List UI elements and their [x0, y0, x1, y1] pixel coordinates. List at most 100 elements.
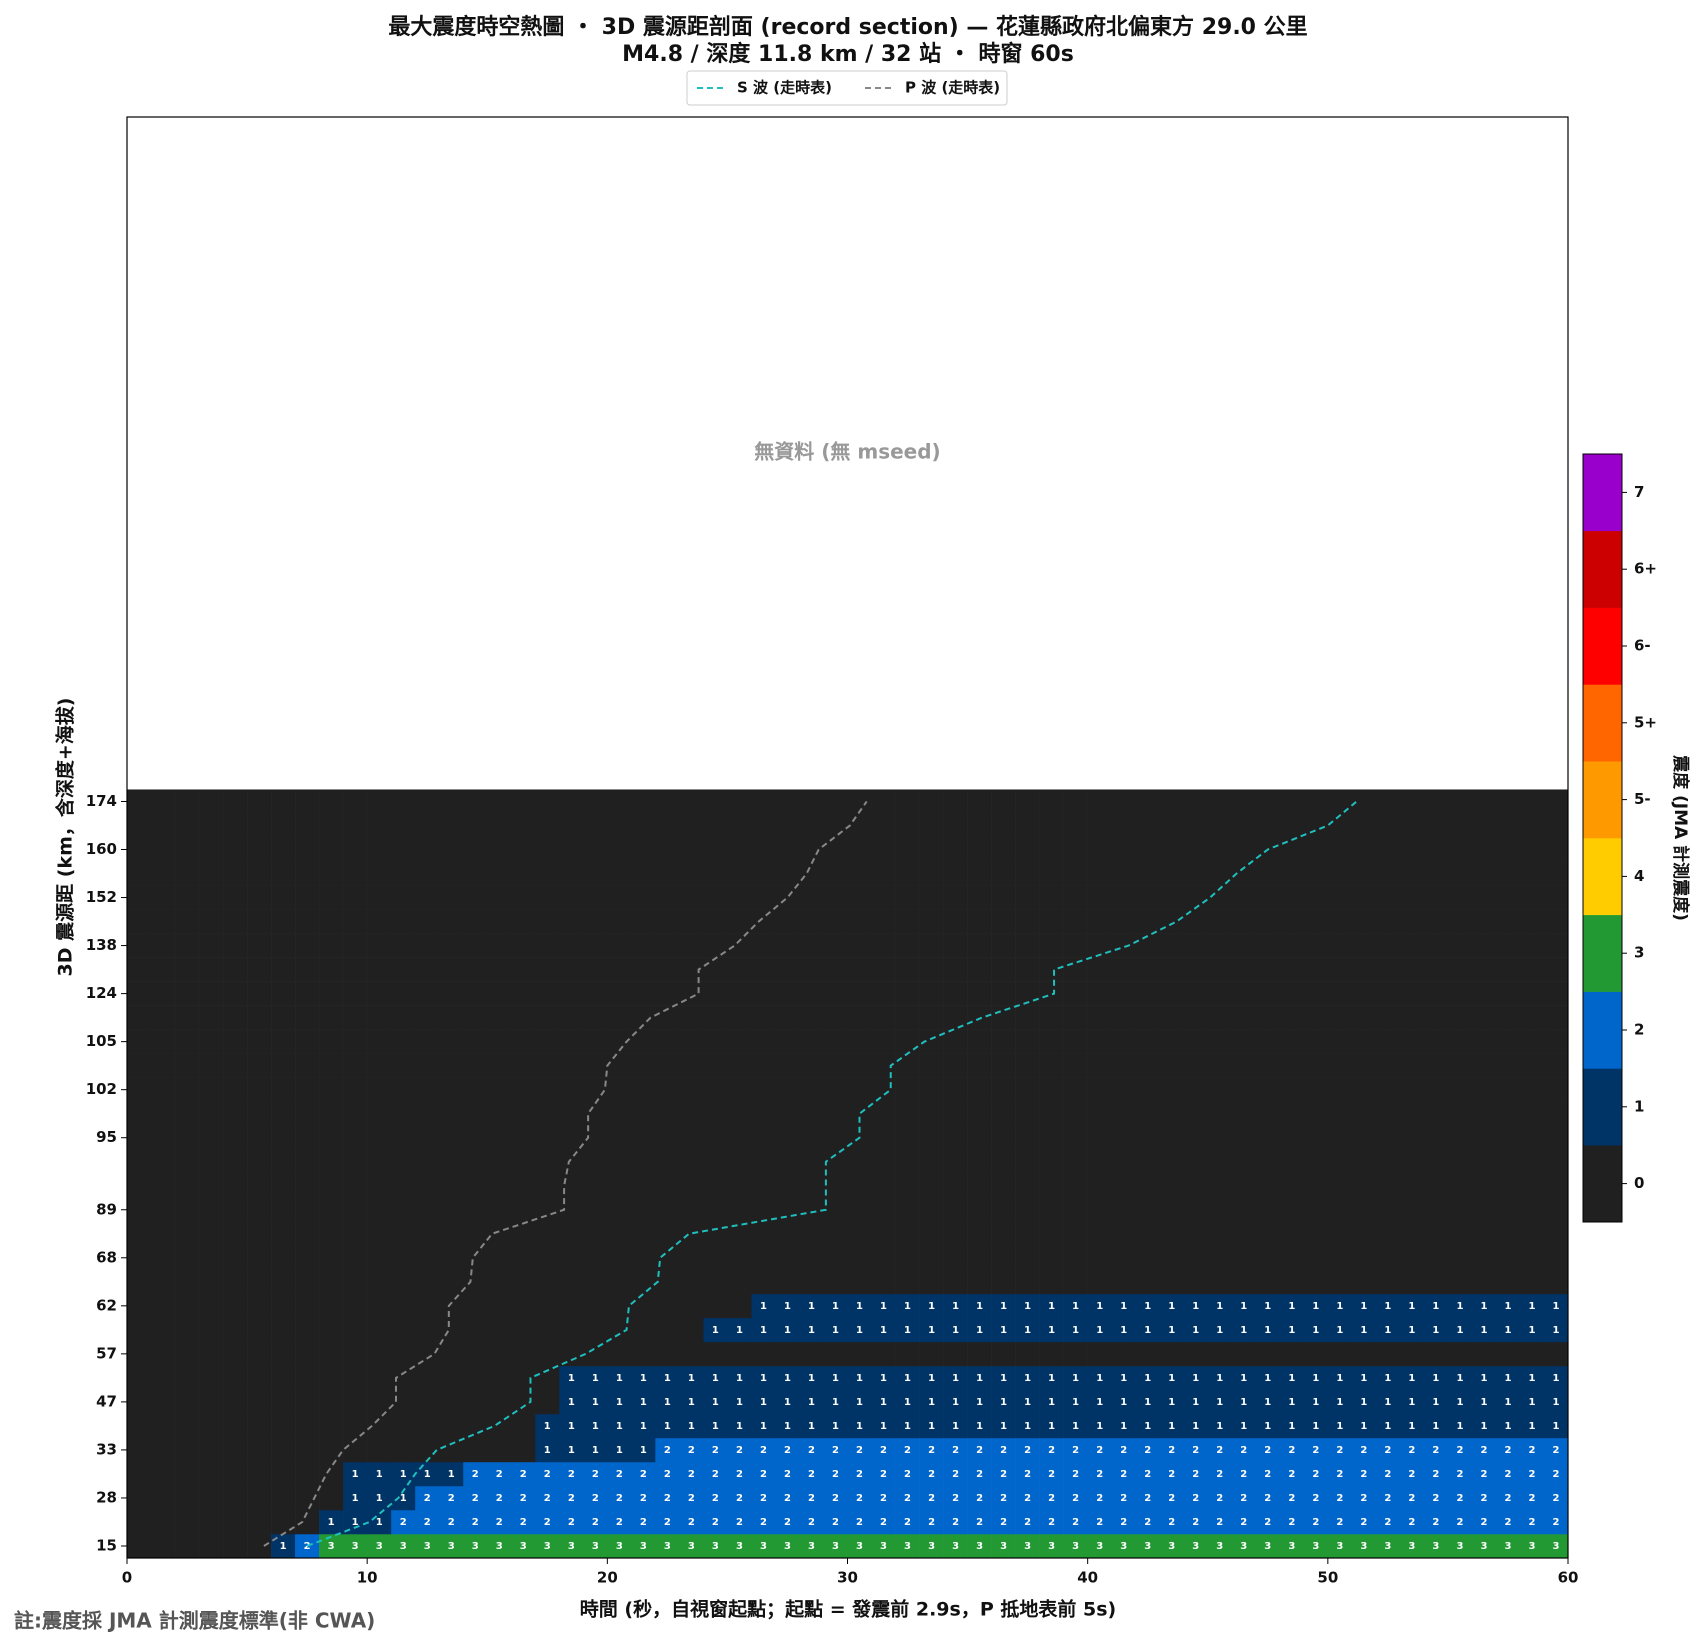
cell-label: 2 [1120, 1493, 1127, 1504]
heatmap-cell [1279, 789, 1305, 814]
cell-label: 2 [808, 1469, 815, 1480]
heatmap-cell [1063, 885, 1088, 910]
cell-label: 1 [712, 1421, 719, 1432]
heatmap-cell [799, 1341, 824, 1367]
heatmap-cell [271, 1437, 296, 1463]
heatmap-cell [559, 1533, 584, 1559]
heatmap-cell [1279, 1461, 1305, 1487]
heatmap-cell [415, 1173, 440, 1199]
heatmap-cell [223, 1341, 248, 1367]
heatmap-cell [1159, 1245, 1185, 1271]
heatmap-cell [1519, 1293, 1545, 1319]
heatmap-cell [223, 1389, 248, 1415]
heatmap-cell [271, 1269, 296, 1295]
heatmap-cell [559, 1245, 584, 1271]
heatmap-cell [271, 1365, 296, 1391]
heatmap-cell [991, 1029, 1016, 1054]
heatmap-cell [199, 1077, 224, 1102]
heatmap-cell [1087, 1125, 1112, 1151]
heatmap-cell [223, 957, 248, 982]
heatmap-cell [1495, 1005, 1521, 1030]
heatmap-cell [1015, 909, 1040, 934]
heatmap-cell [1015, 1101, 1040, 1126]
heatmap-cell [1543, 1005, 1569, 1030]
heatmap-cell [1135, 1317, 1161, 1343]
cell-label: 3 [832, 1541, 839, 1552]
cell-label: 2 [1264, 1469, 1271, 1480]
heatmap-cell [895, 981, 920, 1006]
heatmap-cell [343, 933, 368, 958]
heatmap-cell [1303, 1101, 1329, 1126]
heatmap-cell [1399, 933, 1425, 958]
heatmap-cell [583, 1149, 608, 1175]
heatmap-cell [1471, 837, 1497, 862]
heatmap-cell [1111, 981, 1136, 1006]
heatmap-cell [1471, 1341, 1497, 1367]
heatmap-cell [1063, 1005, 1088, 1030]
heatmap-cell [127, 1509, 152, 1535]
heatmap-cell [727, 1437, 752, 1463]
cell-label: 2 [1240, 1493, 1247, 1504]
cell-label: 1 [904, 1421, 911, 1432]
heatmap-cell [871, 1221, 896, 1247]
heatmap-cell [1279, 885, 1305, 910]
heatmap-cell [583, 957, 608, 982]
heatmap-cell [751, 909, 776, 934]
heatmap-cell [1351, 789, 1377, 814]
heatmap-cell [271, 933, 296, 958]
heatmap-cell [1519, 837, 1545, 862]
heatmap-cell [847, 957, 872, 982]
heatmap-cell [511, 1269, 536, 1295]
heatmap-cell [487, 789, 512, 814]
heatmap-cell [1063, 1365, 1088, 1391]
cell-label: 2 [568, 1493, 575, 1504]
cell-label: 3 [1432, 1541, 1439, 1552]
heatmap-cell [223, 1437, 248, 1463]
heatmap-cell [511, 1245, 536, 1271]
heatmap-cell [199, 1533, 224, 1559]
heatmap-cell [1471, 1149, 1497, 1175]
heatmap-cell [439, 981, 464, 1006]
cell-label: 2 [304, 1541, 311, 1552]
heatmap-cell [391, 1053, 416, 1078]
heatmap-cell [703, 1365, 728, 1391]
heatmap-cell [1063, 1101, 1088, 1126]
travel-time-line [306, 800, 1358, 1547]
heatmap-cell [1111, 1485, 1136, 1511]
heatmap-cell [1471, 1221, 1497, 1247]
heatmap-cell [607, 981, 632, 1006]
heatmap-cell [727, 1101, 752, 1126]
heatmap-cell [127, 1077, 152, 1102]
heatmap-cell [751, 1125, 776, 1151]
heatmap-cell [343, 885, 368, 910]
heatmap-cell [391, 885, 416, 910]
heatmap-cell [1471, 1461, 1497, 1487]
heatmap-cell [1543, 933, 1569, 958]
heatmap-cell [991, 789, 1016, 814]
heatmap-cell [1231, 1437, 1257, 1463]
cell-label: 1 [760, 1325, 767, 1336]
heatmap-cell [991, 1101, 1016, 1126]
cell-label: 2 [856, 1469, 863, 1480]
heatmap-cell [247, 789, 272, 814]
heatmap-cell [607, 1389, 632, 1415]
cell-label: 3 [1312, 1541, 1319, 1552]
heatmap-cell [655, 1029, 680, 1054]
heatmap-cell [607, 1197, 632, 1223]
heatmap-cell [1255, 1533, 1281, 1559]
heatmap-cell [1159, 1341, 1185, 1367]
heatmap-cell [1039, 957, 1064, 982]
heatmap-cell [1183, 1053, 1209, 1078]
heatmap-cell [1327, 1149, 1353, 1175]
heatmap-cell [511, 1533, 536, 1559]
heatmap-cell [967, 1389, 992, 1415]
cell-label: 3 [1000, 1541, 1007, 1552]
cell-label: 2 [1553, 1469, 1560, 1480]
heatmap-cell [727, 1509, 752, 1535]
heatmap-cell [967, 1101, 992, 1126]
heatmap-cell [271, 1077, 296, 1102]
colorbar-label: 7 [1634, 483, 1644, 501]
heatmap-cell [799, 1413, 824, 1439]
heatmap-cell [919, 1005, 944, 1030]
heatmap-cell [655, 1149, 680, 1175]
